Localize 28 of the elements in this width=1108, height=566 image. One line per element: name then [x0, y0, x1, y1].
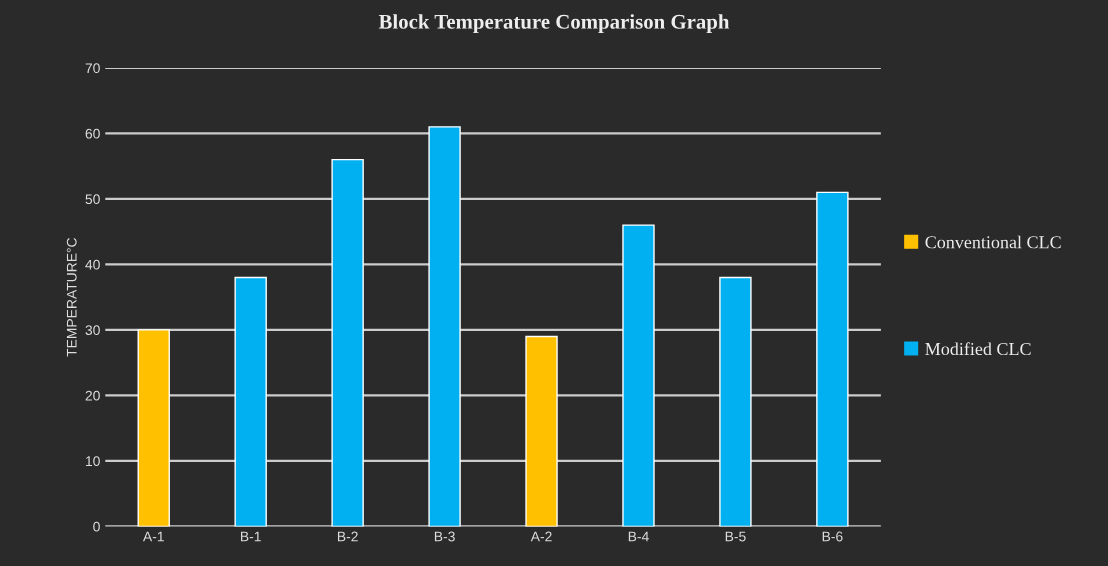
y-tick-label: 10	[86, 456, 100, 467]
x-tick-label: B-3	[434, 531, 455, 542]
bar	[816, 191, 849, 527]
y-tick-label: 60	[85, 128, 100, 139]
bar	[234, 276, 267, 527]
x-tick-label: A-2	[530, 531, 552, 542]
x-tick-label: B-2	[337, 531, 358, 542]
bar	[331, 158, 364, 527]
legend-label: Conventional CLC	[925, 235, 1061, 249]
x-tick-label: B-5	[725, 531, 746, 542]
bar	[525, 335, 558, 527]
bar	[719, 276, 752, 527]
chart-title: Block Temperature Comparison Graph	[378, 14, 730, 34]
y-tick-label: 40	[85, 259, 100, 270]
y-tick-label: 30	[85, 325, 100, 336]
bar	[137, 329, 170, 527]
x-tick-label: B-1	[241, 531, 261, 542]
x-tick-label: B-6	[822, 531, 843, 542]
legend-label: Modified CLC	[925, 342, 1031, 356]
x-tick-label: B-4	[628, 531, 649, 542]
y-tick-label: 50	[85, 194, 100, 205]
y-tick-label: 0	[93, 521, 100, 532]
bar	[622, 224, 655, 527]
y-tick-label: 20	[85, 390, 100, 401]
y-axis-title: TEMPERATURE°C	[66, 237, 77, 357]
bar	[428, 126, 461, 527]
x-tick-label: A-1	[142, 531, 164, 542]
y-tick-label: 70	[85, 63, 100, 74]
